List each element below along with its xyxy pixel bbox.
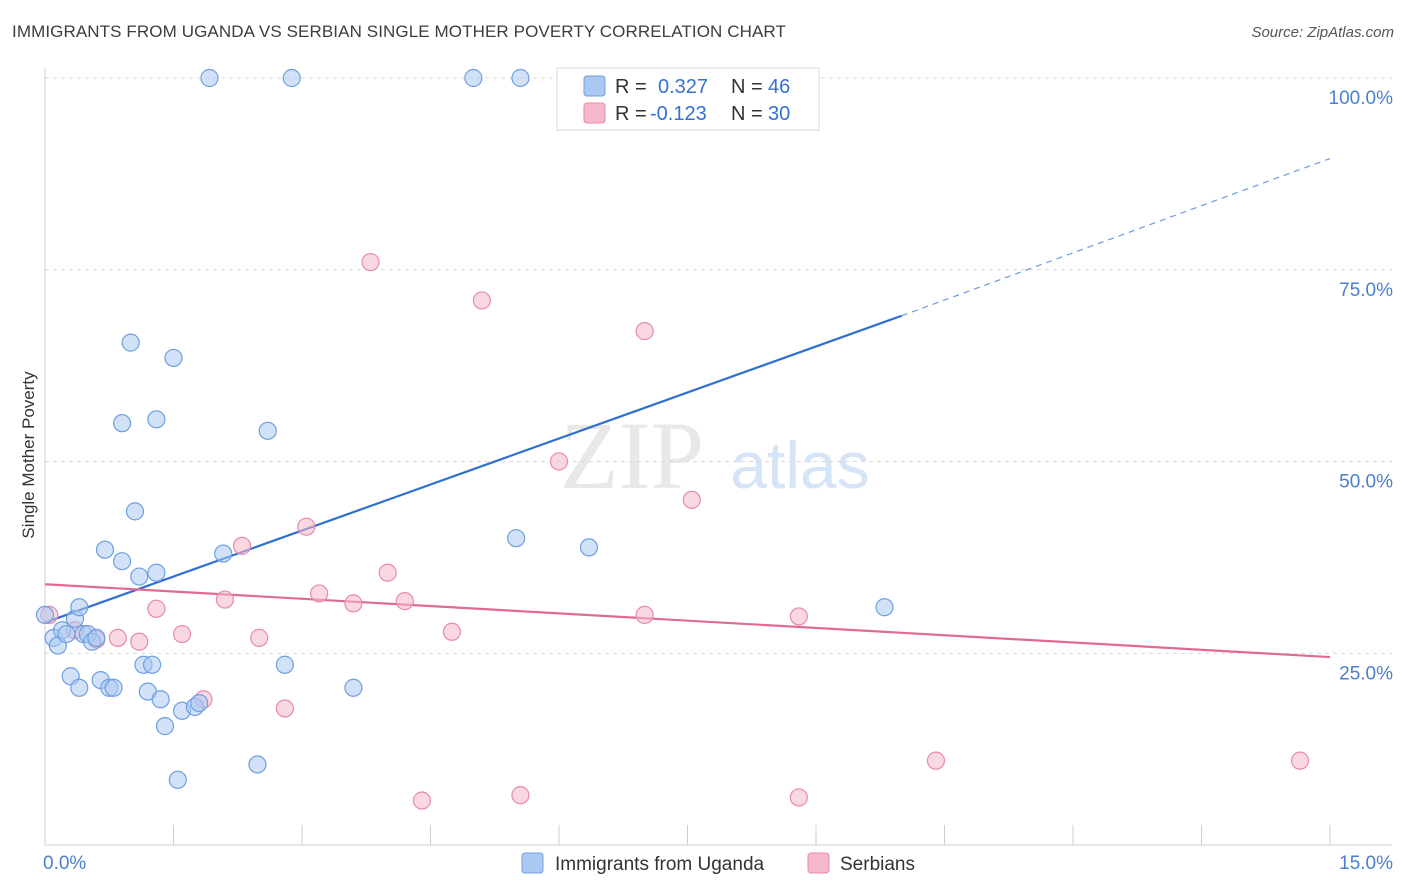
- serbian-point: [310, 584, 329, 603]
- legend-swatch-uganda: [583, 75, 606, 97]
- serbian-point: [297, 517, 316, 536]
- uganda-point: [87, 628, 106, 648]
- uganda-point: [164, 348, 183, 368]
- trend-line-serbians: [44, 583, 1331, 659]
- serbian-point: [275, 699, 294, 718]
- serbian-point: [250, 628, 269, 648]
- serbian-point: [549, 452, 569, 471]
- serbian-point: [378, 563, 397, 582]
- serbian-point: [172, 624, 192, 644]
- watermark-zip: ZIP: [560, 402, 704, 509]
- legend-n-value-uganda: 46: [768, 76, 790, 98]
- trend-line-uganda: [44, 314, 903, 624]
- legend-r-value-uganda: 0.327: [658, 76, 708, 98]
- serbian-point: [789, 788, 808, 807]
- uganda-point: [282, 68, 301, 88]
- uganda-point: [147, 410, 166, 429]
- gridlines: [45, 77, 1392, 654]
- series-legend: Immigrants from Uganda Serbians: [521, 852, 915, 875]
- serbian-point: [635, 322, 654, 341]
- uganda-point: [155, 717, 175, 736]
- serbian-point: [232, 536, 252, 555]
- legend-r-label-serbians: R =: [615, 103, 647, 125]
- serbian-point: [130, 632, 149, 651]
- serbian-point: [682, 490, 701, 509]
- serbian-point: [108, 628, 127, 648]
- uganda-point: [464, 68, 483, 88]
- bottom-legend-swatch-serbians: [807, 852, 830, 874]
- serbian-point: [511, 786, 530, 805]
- serbian-point: [1290, 751, 1310, 770]
- serbian-point: [789, 607, 808, 626]
- legend-n-label-uganda: N =: [731, 76, 763, 98]
- uganda-point: [112, 414, 132, 433]
- serbian-point: [442, 622, 462, 641]
- y-tick-label: 50.0%: [1339, 472, 1393, 493]
- serbian-point: [926, 751, 946, 770]
- uganda-point: [70, 678, 89, 697]
- y-axis-label: Single Mother Poverty: [19, 371, 38, 539]
- uganda-point: [147, 563, 166, 582]
- x-tick-label-max: 15.0%: [1339, 853, 1393, 874]
- legend-n-value-serbians: 30: [768, 103, 790, 125]
- y-tick-label: 100.0%: [1329, 88, 1394, 109]
- serbian-point: [361, 252, 380, 272]
- legend-r-value-serbians: -0.123: [650, 103, 707, 125]
- bottom-legend-swatch-uganda: [521, 852, 544, 874]
- legend-r-label-uganda: R =: [615, 76, 647, 98]
- serbian-point: [635, 605, 654, 625]
- uganda-point: [275, 655, 294, 674]
- watermark-atlas: atlas: [730, 428, 869, 502]
- uganda-point: [125, 502, 145, 521]
- uganda-point: [57, 624, 76, 644]
- uganda-point: [511, 68, 530, 88]
- uganda-point: [95, 540, 115, 559]
- uganda-point: [121, 333, 140, 352]
- uganda-point: [214, 544, 233, 563]
- serbian-point: [412, 791, 432, 810]
- serbian-point: [215, 590, 234, 609]
- uganda-point: [579, 538, 599, 557]
- source-label: Source: ZipAtlas.com: [1251, 24, 1394, 41]
- uganda-point: [190, 694, 209, 713]
- axes: 25.0% 50.0% 75.0% 100.0% 0.0% 15.0%: [43, 68, 1393, 874]
- legend-n-label-serbians: N =: [731, 103, 763, 125]
- uganda-point: [35, 605, 55, 625]
- legend-swatch-serbians: [583, 102, 606, 124]
- uganda-point: [142, 655, 162, 674]
- x-tick-label-min: 0.0%: [43, 853, 86, 874]
- trend-lines: [44, 157, 1331, 659]
- uganda-point: [258, 421, 277, 440]
- y-tick-label: 25.0%: [1339, 663, 1393, 684]
- chart-title: IMMIGRANTS FROM UGANDA VS SERBIAN SINGLE…: [12, 22, 786, 41]
- serbian-point: [344, 594, 363, 613]
- bottom-legend-label-uganda: Immigrants from Uganda: [555, 854, 765, 875]
- uganda-point: [248, 755, 267, 774]
- serbian-point: [472, 291, 491, 310]
- uganda-point: [112, 552, 132, 571]
- uganda-point: [70, 598, 89, 617]
- uganda-point: [168, 770, 187, 789]
- serbian-point: [395, 591, 414, 611]
- uganda-point: [104, 678, 123, 697]
- data-points: [35, 68, 1310, 810]
- trend-line-uganda-extension: [901, 157, 1331, 317]
- serbian-point: [147, 599, 166, 618]
- uganda-point: [200, 68, 219, 88]
- bottom-legend-label-serbians: Serbians: [840, 854, 915, 875]
- uganda-point: [344, 678, 363, 697]
- correlation-legend: R = 0.327 N = 46 R = -0.123 N = 30: [556, 67, 820, 131]
- uganda-point: [875, 598, 894, 617]
- y-tick-label: 75.0%: [1339, 280, 1393, 301]
- uganda-point: [507, 529, 526, 548]
- uganda-point: [151, 690, 170, 709]
- uganda-point: [130, 567, 149, 586]
